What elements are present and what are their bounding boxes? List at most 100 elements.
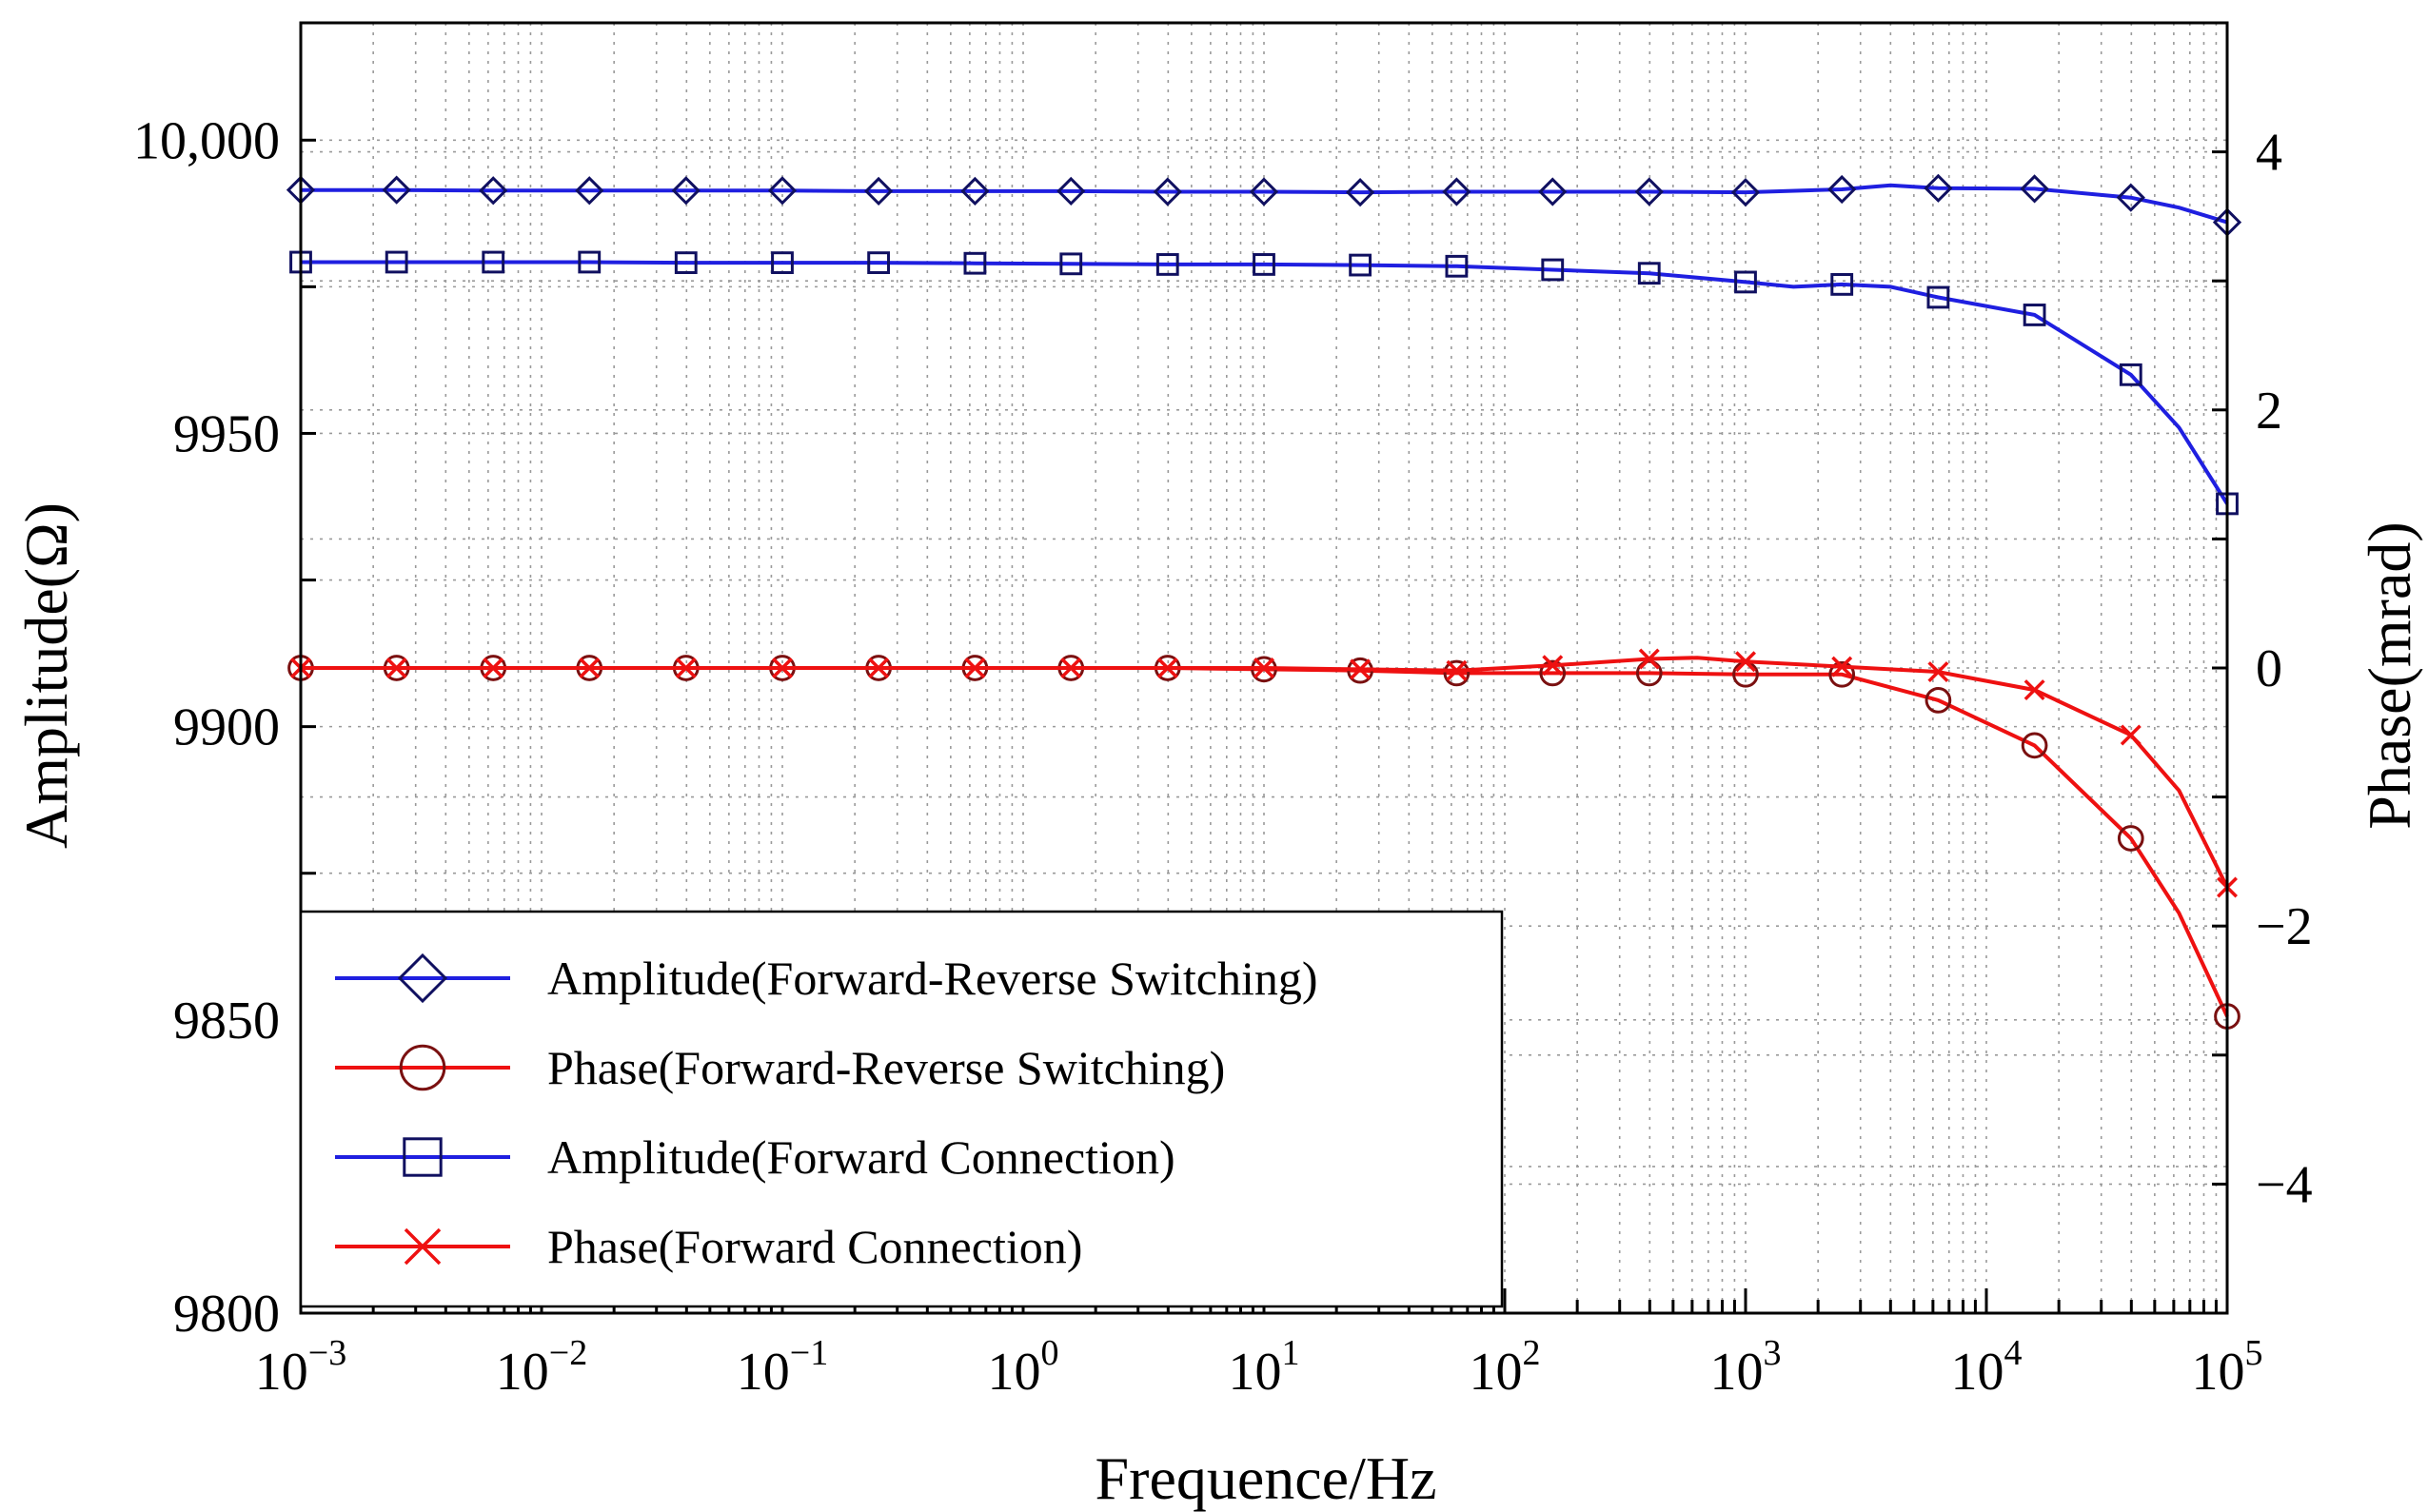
y-axis-title-right: Phase(mrad) (2356, 521, 2423, 829)
x-marker-stroke (675, 658, 697, 678)
data-point (1828, 660, 1856, 688)
x-marker-stroke (1446, 659, 1468, 681)
data-point (1730, 178, 1761, 207)
x-tick-exponent: 4 (2004, 1333, 2023, 1373)
x-tick-exponent: −2 (549, 1333, 587, 1373)
data-point (1442, 177, 1471, 206)
x-marker-stroke (1831, 656, 1853, 677)
x-tick-label: 101 (1229, 1333, 1300, 1402)
data-point (2120, 724, 2142, 746)
y-axis-title-left: Amplitude(Ω) (12, 502, 80, 849)
x-tick-base: 10 (2192, 1343, 2245, 1402)
data-point (963, 251, 987, 275)
data-point (1445, 254, 1469, 278)
legend-entry: Phase(Forward-Reverse Switching) (335, 1041, 1225, 1094)
x-tick-exponent: −3 (308, 1333, 346, 1373)
x-tick-base: 10 (496, 1343, 549, 1402)
data-point (1538, 177, 1568, 206)
data-point (575, 176, 604, 206)
data-point (2021, 732, 2048, 759)
y-tick-label-left: 9900 (173, 698, 280, 757)
data-point (1637, 262, 1661, 285)
x-tick-label: 10−2 (496, 1333, 587, 1402)
plot-series (286, 173, 2242, 1030)
x-tick-base: 10 (1710, 1343, 1764, 1402)
data-point (1249, 177, 1279, 206)
data-point (479, 176, 508, 206)
data-point (960, 176, 990, 206)
legend-marker (399, 1044, 446, 1091)
y-tick-label-left: 9850 (173, 992, 280, 1051)
data-point (2023, 679, 2045, 701)
data-point (772, 658, 793, 678)
x-tick-exponent: 3 (1764, 1333, 1782, 1373)
x-tick-base: 10 (737, 1343, 790, 1402)
data-point (1349, 253, 1372, 277)
data-point (385, 250, 408, 274)
x-marker-stroke (1638, 648, 1660, 670)
data-point (674, 251, 698, 274)
x-marker-stroke (964, 658, 986, 678)
data-point (675, 658, 697, 678)
x-tick-base: 10 (1951, 1343, 2004, 1402)
data-point (482, 250, 505, 274)
x-tick-label: 104 (1951, 1333, 2023, 1402)
data-point (2119, 363, 2142, 386)
x-axis-title: Frequence/Hz (1096, 1444, 1437, 1512)
x-marker-stroke (868, 658, 890, 678)
x-tick-base: 10 (1470, 1343, 1523, 1402)
data-point (578, 250, 602, 274)
data-point (2020, 174, 2049, 204)
data-point (1831, 656, 1853, 677)
data-point (1156, 658, 1178, 678)
y-tick-label-left: 9950 (173, 404, 280, 463)
x-marker-stroke (1156, 658, 1178, 678)
data-point (1830, 272, 1854, 296)
data-point (1735, 651, 1756, 673)
x-marker-stroke (1927, 661, 1949, 683)
data-point (2117, 825, 2144, 852)
data-point (1350, 658, 1372, 680)
y-tick-label-right: −4 (2256, 1155, 2313, 1214)
data-point (1153, 177, 1182, 206)
legend-marker (397, 952, 448, 1004)
x-marker-stroke (772, 658, 793, 678)
legend-marker (404, 1227, 442, 1266)
series-3 (289, 250, 2239, 516)
data-point (1734, 270, 1757, 294)
legend-label: Amplitude(Forward Connection) (547, 1130, 1175, 1184)
legend-entry: Amplitude(Forward-Reverse Switching) (335, 952, 1318, 1005)
data-point (1345, 178, 1375, 207)
data-point (863, 176, 894, 206)
legend-label: Phase(Forward Connection) (547, 1220, 1082, 1273)
tick-labels: 10−3 10−2 10−1 100 101 102 103 104 1059800985099… (133, 111, 2313, 1402)
data-point (385, 658, 407, 678)
x-marker-stroke (385, 658, 407, 678)
x-marker-stroke (483, 658, 504, 678)
data-point (867, 251, 891, 274)
data-point (1541, 258, 1565, 282)
x-tick-label: 105 (2192, 1333, 2263, 1402)
data-point (771, 251, 794, 274)
x-tick-base: 10 (255, 1343, 308, 1402)
x-marker-stroke (1735, 651, 1756, 673)
data-point (1253, 658, 1274, 678)
data-point (1443, 659, 1471, 687)
legend-entry: Phase(Forward Connection) (335, 1220, 1082, 1273)
y-tick-label-left: 10,000 (133, 111, 280, 170)
series-line (301, 183, 2228, 225)
x-tick-label: 102 (1470, 1333, 1541, 1402)
data-point (1927, 661, 1949, 683)
x-tick-label: 10−1 (737, 1333, 828, 1402)
data-point (1635, 659, 1663, 687)
x-tick-base: 10 (1229, 1343, 1282, 1402)
legend-marker (403, 1137, 443, 1177)
x-marker-stroke (2120, 724, 2142, 746)
data-point (1827, 174, 1857, 205)
series-1 (286, 173, 2242, 237)
x-tick-exponent: 0 (1041, 1333, 1059, 1373)
x-tick-label: 100 (988, 1333, 1059, 1402)
data-point (1924, 173, 1953, 203)
legend-label: Phase(Forward-Reverse Switching) (547, 1041, 1225, 1094)
